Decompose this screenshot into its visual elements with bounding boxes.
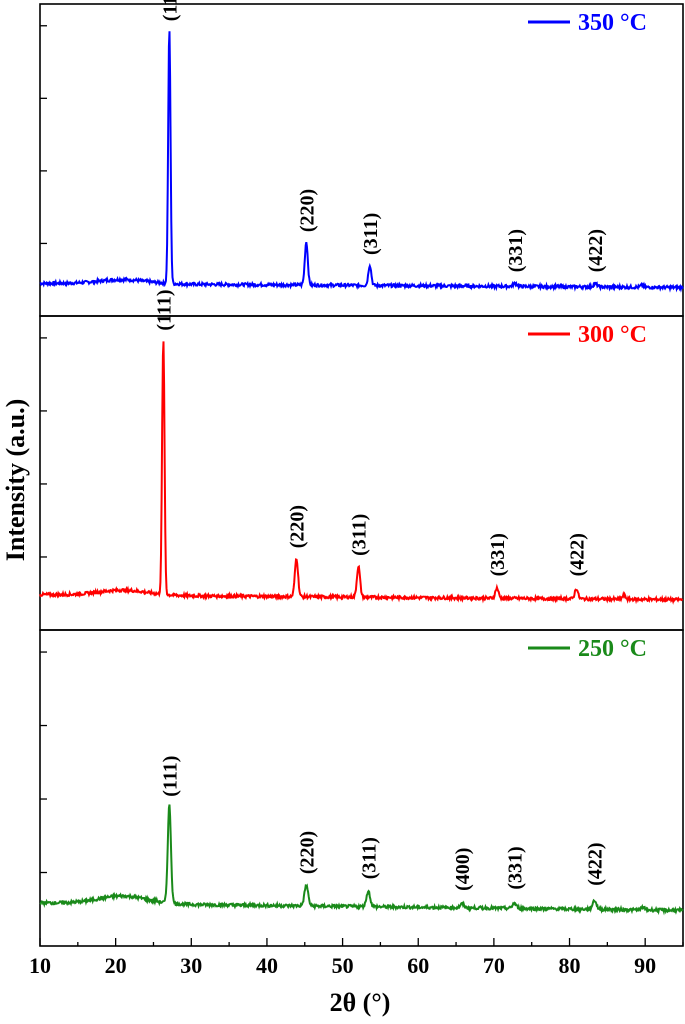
peak-label: (311) <box>358 837 380 879</box>
panel-1: (111) (220) (311) (331) (422) 300 °C <box>39 290 684 631</box>
panels-layer: (111) (220) (311) (331) (422) 350 °C (111) (220… <box>39 0 684 947</box>
x-tick-label: 10 <box>29 953 51 978</box>
peak-label: (311) <box>360 213 382 255</box>
series-line-1 <box>39 341 684 605</box>
x-tick-label: 90 <box>634 953 656 978</box>
legend-label: 350 °C <box>578 10 647 36</box>
peak-label: (311) <box>348 514 370 556</box>
peak-label: (220) <box>296 189 318 232</box>
peak-label: (111) <box>153 290 175 331</box>
x-axis: 10 20 30 40 50 60 70 80 90 <box>29 938 684 978</box>
y-axis-title: Intensity (a.u.) <box>1 399 30 562</box>
x-axis-title: 2θ (°) <box>330 988 391 1017</box>
peak-label: (111) <box>159 756 181 797</box>
legend-label: 250 °C <box>578 636 647 662</box>
peak-label: (422) <box>566 533 588 576</box>
x-tick-label: 20 <box>105 953 127 978</box>
panel-0: (111) (220) (311) (331) (422) 350 °C <box>39 0 684 317</box>
x-tick-label: 80 <box>559 953 581 978</box>
peak-label: (331) <box>504 846 526 889</box>
x-tick-label: 40 <box>256 953 278 978</box>
x-tick-label: 70 <box>483 953 505 978</box>
peak-label: (331) <box>487 533 509 576</box>
peak-label: (422) <box>585 229 607 272</box>
peak-label: (400) <box>452 848 474 891</box>
peak-label: (331) <box>505 229 527 272</box>
panel-frame <box>39 629 684 947</box>
peak-label: (220) <box>286 505 308 548</box>
series-line-2 <box>39 804 684 916</box>
x-tick-label: 50 <box>332 953 354 978</box>
panel-2: (111) (220) (311) (400) (331) (422) 250 °C <box>39 629 684 947</box>
peak-label: (111) <box>159 0 181 21</box>
peak-label: (422) <box>584 842 606 885</box>
x-tick-label: 60 <box>407 953 429 978</box>
x-tick-label: 30 <box>180 953 202 978</box>
legend-label: 300 °C <box>578 322 647 348</box>
series-line-0 <box>39 31 684 293</box>
peak-label: (220) <box>296 831 318 874</box>
